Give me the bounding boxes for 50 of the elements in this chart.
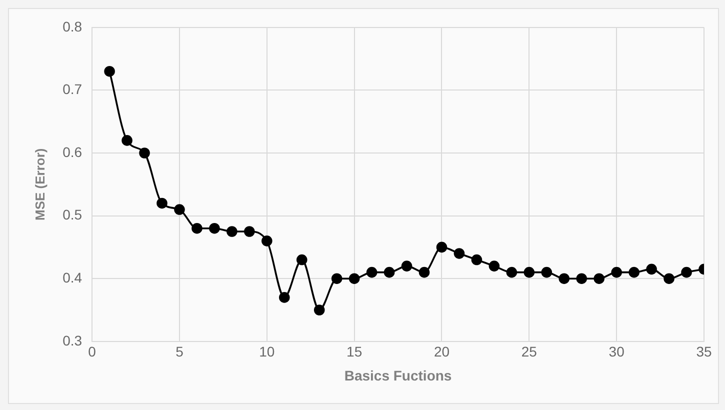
point	[174, 204, 185, 215]
x-tick-label: 20	[434, 344, 450, 360]
y-tick-label: 0.3	[62, 332, 82, 348]
point	[471, 254, 482, 266]
point	[506, 266, 518, 278]
point	[628, 266, 640, 278]
point	[541, 266, 552, 278]
y-tick-label: 0.4	[62, 269, 82, 286]
point	[209, 222, 220, 234]
point	[314, 304, 325, 316]
x-tick-label: 30	[608, 344, 625, 360]
y-tick-label: 0.8	[62, 18, 82, 34]
point	[226, 226, 238, 237]
point	[331, 273, 342, 284]
point	[418, 266, 430, 278]
point	[576, 273, 588, 284]
point	[558, 273, 570, 284]
point	[681, 266, 692, 278]
point	[104, 66, 115, 77]
x-tick-label: 0	[88, 344, 96, 360]
point	[454, 248, 465, 259]
point	[278, 292, 290, 303]
x-tick-label: 15	[346, 344, 362, 360]
point	[524, 266, 535, 278]
point	[646, 264, 657, 275]
point	[156, 198, 168, 209]
point	[366, 266, 378, 278]
x-axis-title: Basics Fuctions	[344, 367, 452, 384]
point	[611, 266, 622, 278]
point	[664, 273, 674, 284]
point	[348, 273, 360, 284]
point	[244, 226, 255, 237]
y-tick-label: 0.6	[62, 144, 82, 160]
x-tick-label: 10	[259, 344, 275, 360]
x-tick-label: 25	[521, 344, 538, 360]
point	[488, 260, 500, 272]
point	[139, 148, 150, 158]
x-tick-label: 35	[696, 344, 712, 360]
y-tick-label: 0.5	[62, 206, 82, 223]
point	[594, 273, 604, 284]
point	[296, 254, 308, 266]
point	[192, 222, 202, 234]
point	[436, 242, 448, 253]
point	[401, 260, 412, 272]
y-tick-label: 0.7	[62, 81, 82, 98]
point	[262, 236, 272, 246]
x-tick-label: 5	[176, 344, 184, 360]
point	[384, 266, 395, 278]
y-axis-title: MSE (Error)	[32, 148, 48, 221]
point	[122, 135, 132, 146]
